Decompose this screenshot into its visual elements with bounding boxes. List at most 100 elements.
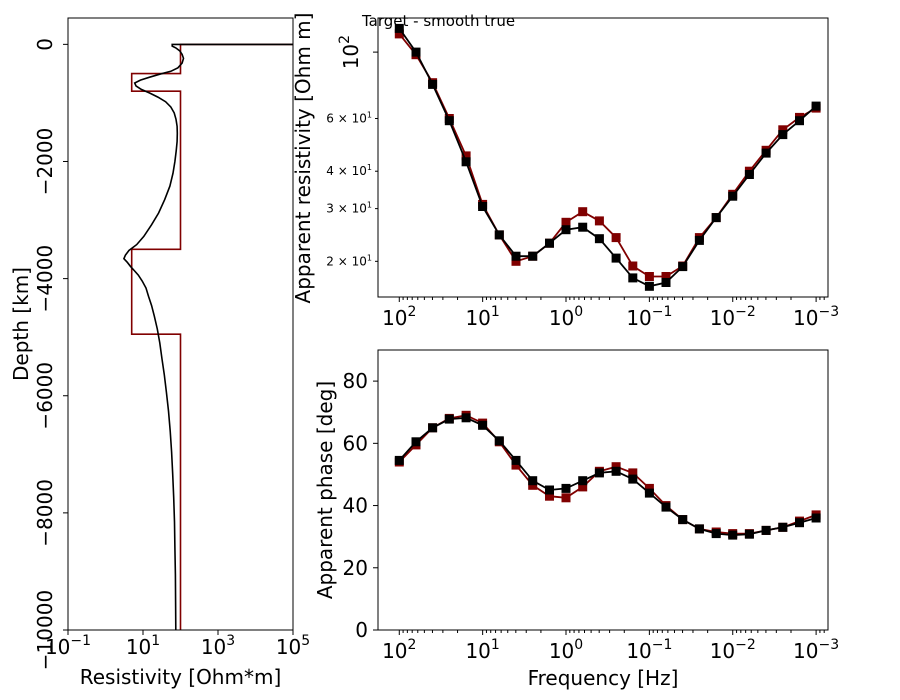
phase-series-point-1 <box>411 437 421 447</box>
resistivity-ylabel: Apparent resistivity [Ohm m] <box>291 13 315 304</box>
depth-ytick-label: −4000 <box>33 245 57 313</box>
phase-xtick-label: 100 <box>549 637 583 663</box>
phase-series-point-1 <box>545 485 554 495</box>
phase-series-point-1 <box>694 524 704 534</box>
depth-panel: 10−1 101 103 105 0 −2000 −4000 −6000 −8000 −10000… <box>9 17 310 689</box>
resistivity-series-point-1 <box>644 281 654 291</box>
phase-ytick-label: 40 <box>343 494 368 518</box>
phase-series-point-1 <box>761 525 771 535</box>
phase-series-point-1 <box>528 476 538 486</box>
resistivity-xtick-label: 10−3 <box>793 304 839 330</box>
phase-series-point-1 <box>594 468 604 478</box>
resistivity-xtick-label: 101 <box>465 304 499 330</box>
phase-series-point-1 <box>744 529 754 539</box>
phase-series-point-1 <box>795 518 804 528</box>
resistivity-series-point-0 <box>394 29 404 39</box>
phase-series-point-0 <box>528 480 538 490</box>
resistivity-series-point-0 <box>661 272 671 281</box>
depth-ytick-label: 0 <box>33 38 57 51</box>
depth-xtick-label: 10−1 <box>45 633 91 659</box>
resistivity-series-point-1 <box>678 262 688 272</box>
resistivity-series-point-1 <box>561 225 571 235</box>
depth-ytick-label: −2000 <box>33 128 57 196</box>
resistivity-xtick-label: 10−2 <box>710 304 756 330</box>
phase-series-point-0 <box>611 462 621 472</box>
resistivity-series-point-0 <box>611 233 621 243</box>
resistivity-series-point-1 <box>628 273 638 283</box>
phase-xtick-label: 10−2 <box>710 637 756 663</box>
phase-series-point-1 <box>561 483 571 493</box>
phase-axes-frame <box>377 349 829 631</box>
phase-series-point-1 <box>494 436 504 446</box>
phase-series-point-0 <box>644 483 654 493</box>
phase-series-point-0 <box>578 482 588 492</box>
phase-ytick-label: 60 <box>343 431 368 455</box>
resistivity-series-point-1 <box>494 230 504 240</box>
depth-xtick-label: 105 <box>276 633 310 659</box>
resistivity-series-point-0 <box>578 207 588 217</box>
phase-series-point-0 <box>511 460 521 470</box>
phase-series-point-1 <box>778 522 788 532</box>
resistivity-series-point-1 <box>444 116 454 126</box>
resistivity-ytick-label: 2 × 101 <box>326 253 372 268</box>
resistivity-series-point-1 <box>594 234 604 244</box>
phase-series-point-1 <box>678 515 688 525</box>
phase-ytick-label: 0 <box>355 618 368 642</box>
phase-series-point-1 <box>661 502 671 512</box>
resistivity-ytick-label: 6 × 101 <box>326 111 372 126</box>
depth-xtick-label: 101 <box>126 633 160 659</box>
phase-series-point-1 <box>511 455 521 465</box>
resistivity-series-point-1 <box>511 251 521 261</box>
resistivity-series-point-1 <box>778 130 788 140</box>
phase-series-point-0 <box>561 493 571 503</box>
depth-xtick-label: 103 <box>201 633 235 659</box>
phase-xtick-label: 102 <box>382 637 416 663</box>
phase-series-point-1 <box>478 420 488 430</box>
phase-series-point-1 <box>394 455 404 465</box>
phase-ytick-label: 20 <box>343 556 368 580</box>
resistivity-series-point-1 <box>711 213 721 223</box>
figure-suptitle: Target - smooth true <box>361 12 515 30</box>
resistivity-series-point-1 <box>528 251 538 261</box>
resistivity-series-point-1 <box>578 222 588 232</box>
resistivity-series-point-1 <box>428 79 438 89</box>
phase-xtick-label: 10−1 <box>626 637 672 663</box>
depth-ytick-label: −8000 <box>33 479 57 547</box>
resistivity-series-point-1 <box>761 148 771 158</box>
phase-series-point-1 <box>578 476 588 486</box>
phase-ylabel: Apparent phase [deg] <box>313 381 337 599</box>
depth-series-line-1 <box>122 43 293 630</box>
resistivity-xtick-label: 102 <box>382 304 416 330</box>
phase-series-point-1 <box>428 423 438 433</box>
phase-xtick-label: 101 <box>465 637 499 663</box>
depth-ylabel: Depth [km] <box>9 267 33 381</box>
phase-series-point-1 <box>711 529 721 539</box>
phase-series-point-1 <box>811 513 821 523</box>
resistivity-series-point-1 <box>394 23 404 33</box>
depth-xlabel: Resistivity [Ohm*m] <box>80 665 282 689</box>
resistivity-series-point-1 <box>795 116 804 126</box>
resistivity-series-point-1 <box>478 202 488 211</box>
phase-series-point-1 <box>644 488 654 498</box>
resistivity-ytick-label: 4 × 101 <box>326 163 372 178</box>
resistivity-series-point-1 <box>661 278 671 287</box>
phase-series-point-1 <box>444 414 454 424</box>
phase-xtick-label: 10−3 <box>793 637 839 663</box>
resistivity-series-point-0 <box>461 151 471 161</box>
resistivity-series-point-1 <box>694 235 704 245</box>
resistivity-axes-frame <box>377 17 829 298</box>
resistivity-series-point-1 <box>744 170 754 179</box>
phase-panel: 102 101 100 10−1 10−2 10−3 0 20 40 60 80 Frequency … <box>313 349 839 690</box>
resistivity-xtick-label: 10−1 <box>626 304 672 330</box>
resistivity-series-point-0 <box>511 256 521 266</box>
resistivity-series-point-0 <box>628 261 638 271</box>
resistivity-ytick-label: 3 × 101 <box>326 201 372 216</box>
depth-axes-frame <box>67 17 294 631</box>
phase-series-point-1 <box>728 530 738 540</box>
resistivity-series-point-0 <box>561 217 571 227</box>
depth-ytick-label: −6000 <box>33 362 57 430</box>
resistivity-series-point-1 <box>811 101 821 111</box>
resistivity-series-point-1 <box>611 253 621 263</box>
phase-ytick-label: 80 <box>343 369 368 393</box>
